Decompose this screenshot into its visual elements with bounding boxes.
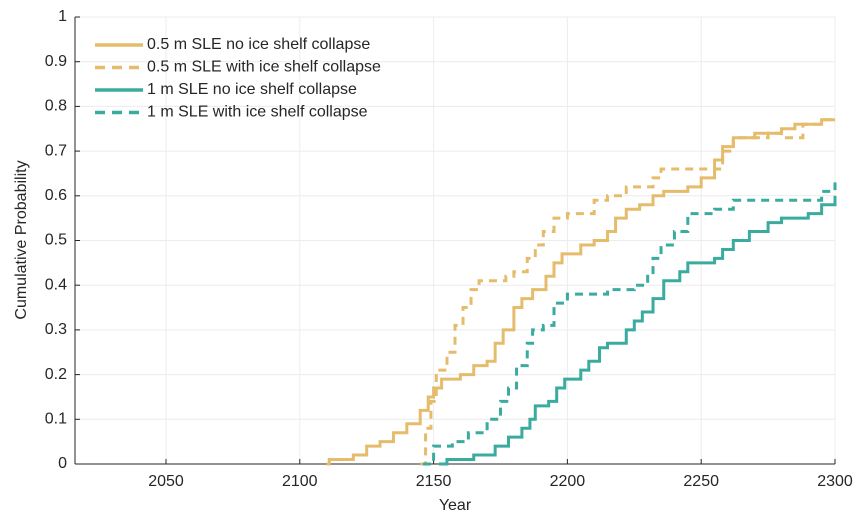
x-tick-label: 2150 [416,473,452,490]
x-axis-label: Year [439,497,472,514]
y-tick-label: 0.7 [45,142,67,159]
legend-label: 1 m SLE no ice shelf collapse [147,81,357,98]
legend-label: 0.5 m SLE with ice shelf collapse [147,59,381,76]
y-tick-label: 0.9 [45,53,67,70]
y-tick-label: 0.4 [45,276,67,293]
legend-label: 1 m SLE with ice shelf collapse [147,104,368,121]
y-tick-label: 0.8 [45,98,67,115]
x-tick-label: 2100 [282,473,318,490]
x-tick-label: 2200 [550,473,586,490]
x-tick-label: 2050 [148,473,184,490]
y-tick-label: 0.3 [45,321,67,338]
y-tick-label: 0.6 [45,187,67,204]
y-tick-label: 0.5 [45,232,67,249]
y-tick-label: 0.1 [45,411,67,428]
legend-label: 0.5 m SLE no ice shelf collapse [147,36,370,53]
data-line [422,182,837,466]
y-tick-label: 0.2 [45,366,67,383]
y-tick-label: 0 [58,455,67,472]
y-tick-label: 1 [58,8,67,25]
data-line [420,118,835,466]
y-axis-label: Cumulative Probability [13,160,30,319]
data-line [326,118,835,466]
x-tick-label: 2250 [683,473,719,490]
x-tick-label: 2300 [817,473,853,490]
data-line [438,195,837,466]
